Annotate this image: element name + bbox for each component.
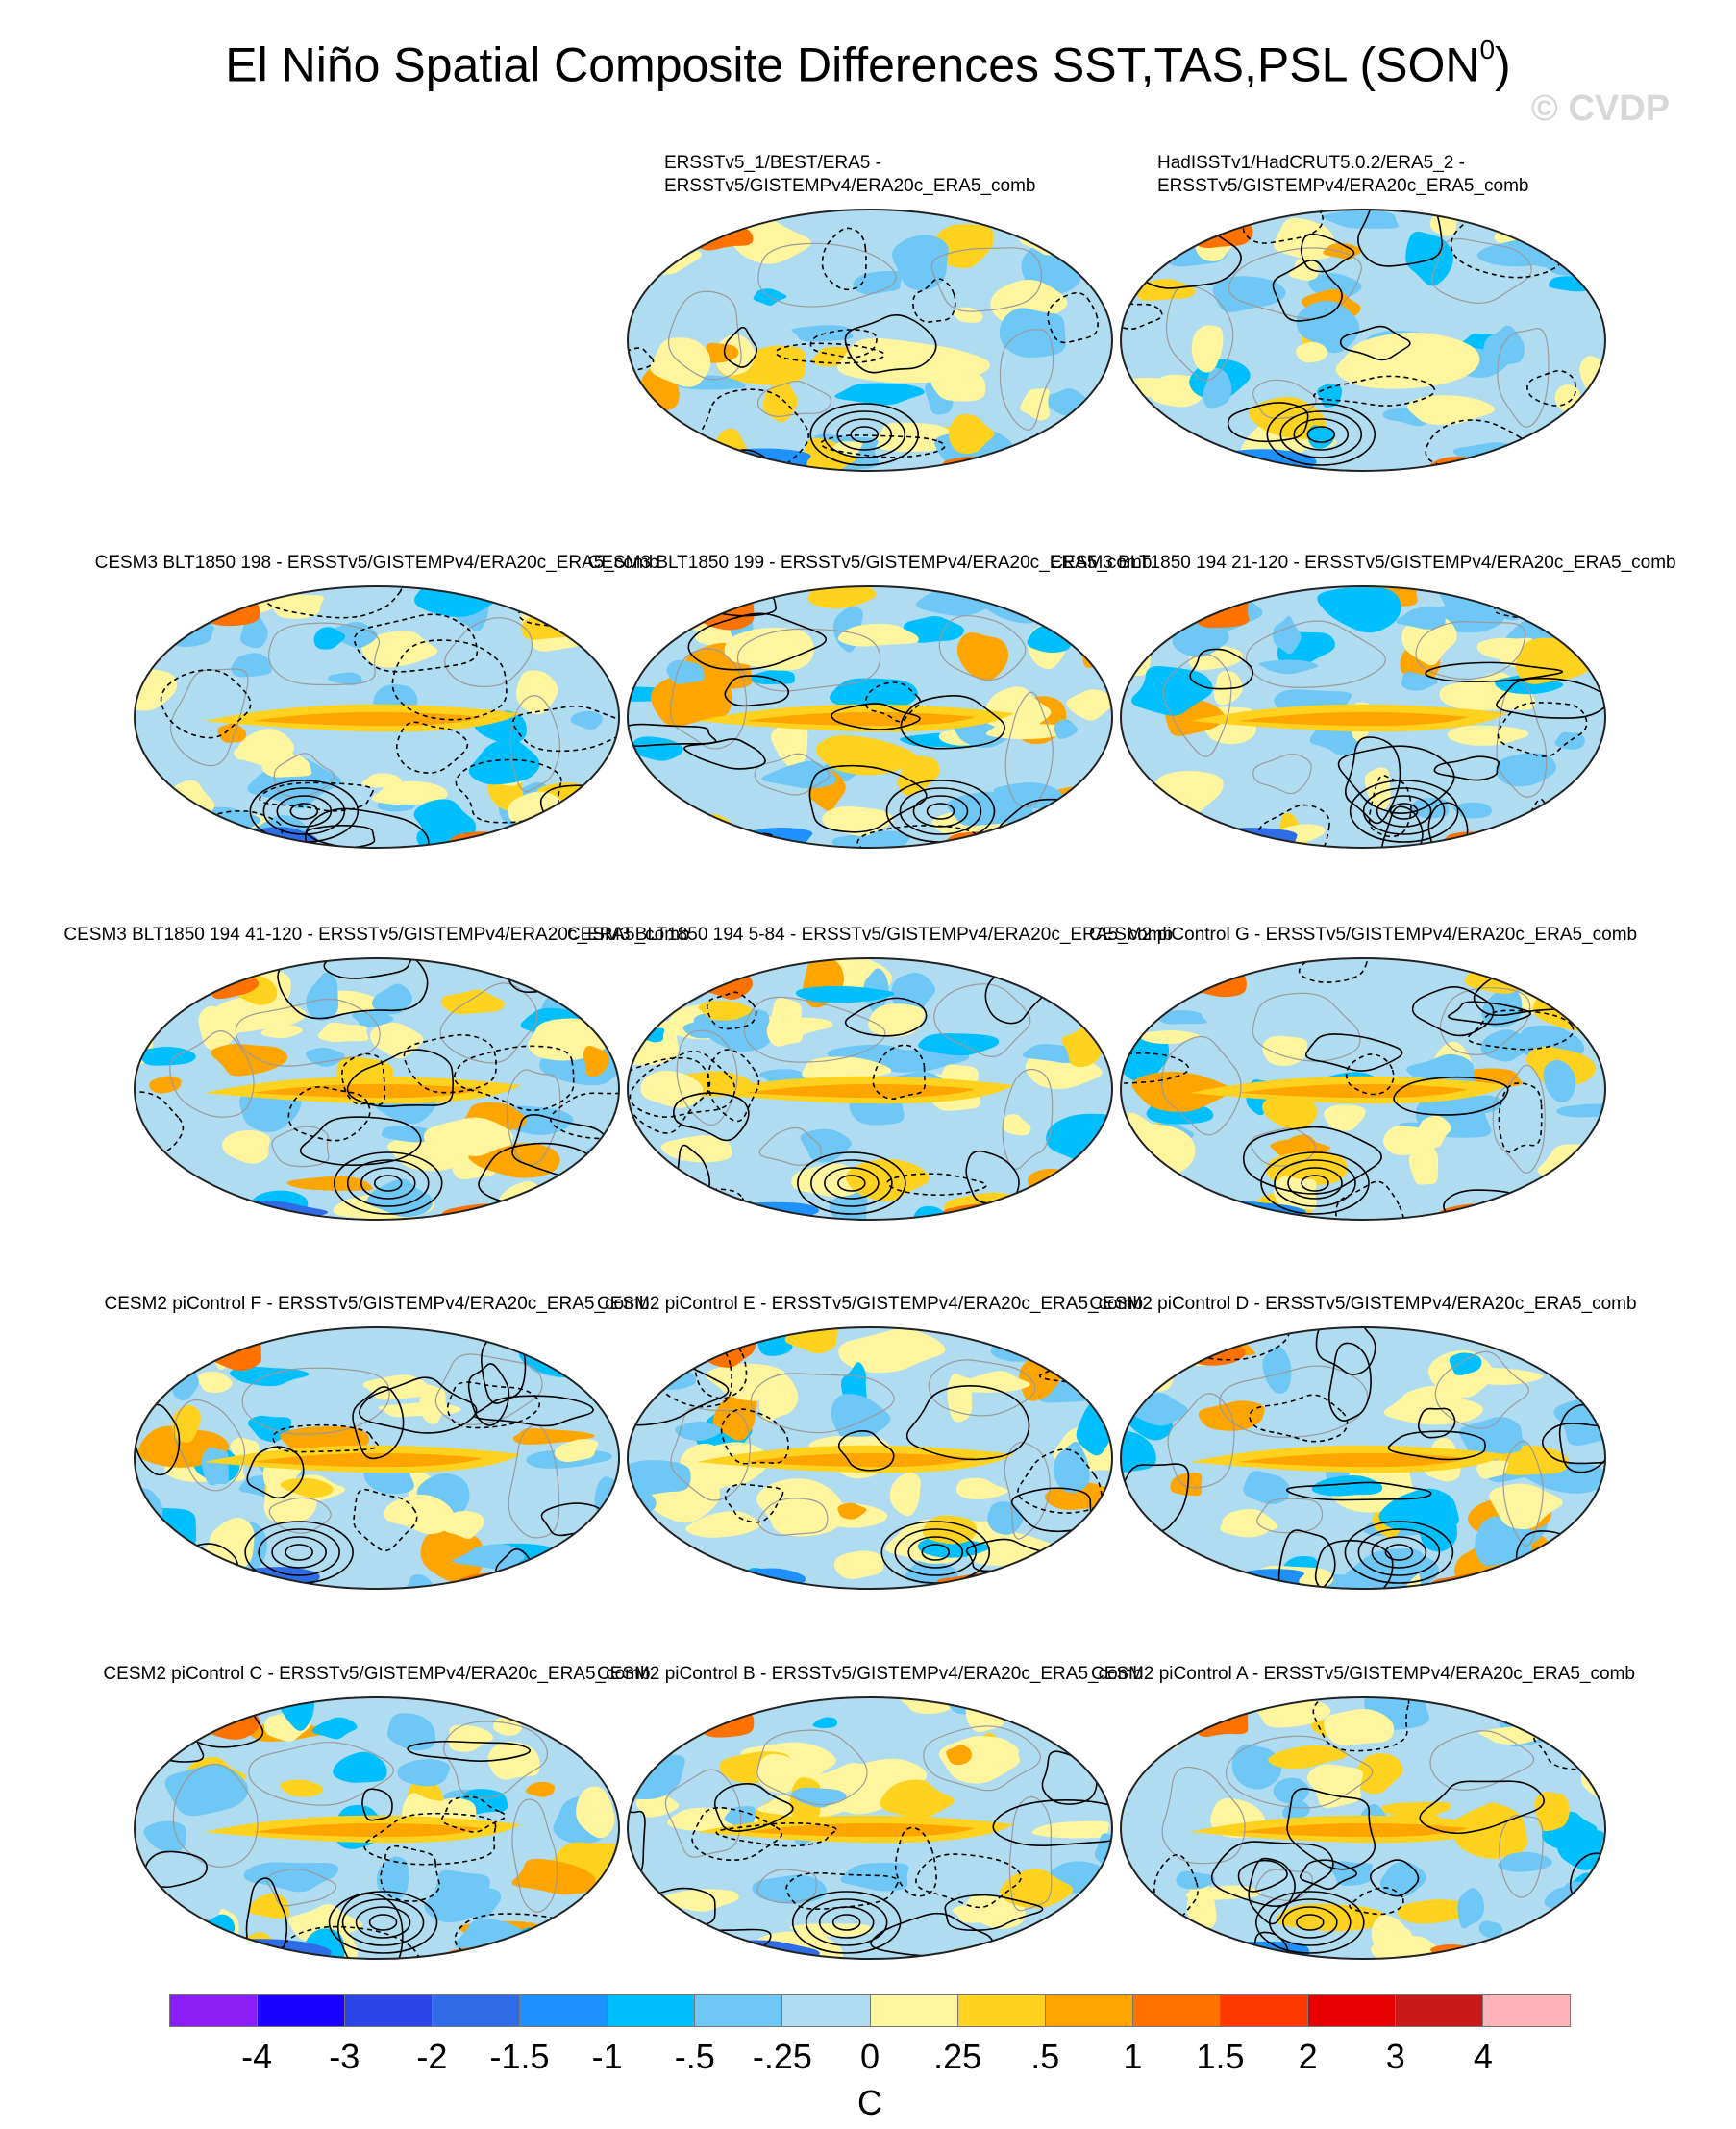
panel-title: CESM3 BLT1850 199 - ERSSTv5/GISTEMPv4/ER… xyxy=(587,553,1153,573)
colorbar-tick-label: .5 xyxy=(1030,2037,1060,2076)
colorbar-box xyxy=(781,1994,870,2027)
colorbar-tick-label: 1.5 xyxy=(1196,2037,1245,2076)
colorbar-box xyxy=(607,1994,695,2027)
colorbar-tick-label: 3 xyxy=(1385,2037,1405,2076)
colorbar-box xyxy=(1306,1994,1395,2027)
robinson-map xyxy=(134,957,620,1221)
colorbar-tick-label: 0 xyxy=(859,2037,880,2076)
panel-title: CESM2 piControl D - ERSSTv5/GISTEMPv4/ER… xyxy=(1089,1294,1637,1314)
robinson-map xyxy=(627,957,1113,1221)
colorbar-box xyxy=(1394,1994,1482,2027)
colorbar-box xyxy=(1481,1994,1571,2027)
robinson-map xyxy=(1120,957,1606,1221)
panel-title-line-2: ERSSTv5/GISTEMPv4/ERA20c_ERA5_comb xyxy=(1157,176,1529,196)
panel-title: HadISSTv1/HadCRUT5.0.2/ERA5_2 - ERSSTv5/G… xyxy=(1157,152,1528,198)
panel-title-line-1: HadISSTv1/HadCRUT5.0.2/ERA5_2 - xyxy=(1157,153,1465,173)
colorbar-box xyxy=(169,1994,258,2027)
robinson-map xyxy=(134,1696,620,1960)
robinson-map xyxy=(1120,585,1606,849)
map-fill xyxy=(1121,210,1605,471)
colorbar-tick-label: -1.5 xyxy=(489,2037,550,2076)
robinson-map xyxy=(627,585,1113,849)
panel-title: CESM2 piControl G - ERSSTv5/GISTEMPv4/ER… xyxy=(1088,925,1638,945)
map-fill xyxy=(628,586,1112,848)
panel-title: CESM2 piControl C - ERSSTv5/GISTEMPv4/ER… xyxy=(103,1664,651,1684)
robinson-map xyxy=(134,585,620,849)
colorbar-tick-label: 1 xyxy=(1123,2037,1143,2076)
map-fill xyxy=(1121,958,1605,1220)
cvdp-watermark: © CVDP xyxy=(1530,88,1671,129)
colorbar-tick-label: .25 xyxy=(933,2037,982,2076)
map-fill xyxy=(628,1327,1112,1589)
colorbar-box xyxy=(956,1994,1045,2027)
colorbar-box xyxy=(1044,1994,1132,2027)
robinson-map xyxy=(1120,209,1606,472)
map-fill xyxy=(1121,586,1605,848)
map-fill xyxy=(628,210,1112,471)
colorbar-tick-label: -1 xyxy=(591,2037,623,2076)
panel-title: CESM2 piControl A - ERSSTv5/GISTEMPv4/ER… xyxy=(1091,1664,1635,1684)
colorbar-tick-label: -3 xyxy=(329,2037,360,2076)
colorbar-box xyxy=(519,1994,608,2027)
robinson-map xyxy=(1120,1326,1606,1590)
colorbar-box xyxy=(344,1994,433,2027)
colorbar-box xyxy=(1131,1994,1220,2027)
panel-title: CESM3 BLT1850 198 - ERSSTv5/GISTEMPv4/ER… xyxy=(94,553,659,573)
robinson-map xyxy=(627,1326,1113,1590)
colorbar-tick-label: -.25 xyxy=(752,2037,812,2076)
colorbar-tick-label: -2 xyxy=(416,2037,448,2076)
panel-title: CESM2 piControl E - ERSSTv5/GISTEMPv4/ER… xyxy=(596,1294,1144,1314)
robinson-map xyxy=(134,1326,620,1590)
colorbar-tick-label: -4 xyxy=(241,2037,273,2076)
panel-title: CESM3 BLT1850 194 21-120 - ERSSTv5/GISTE… xyxy=(1050,553,1676,573)
map-fill xyxy=(135,1697,619,1959)
colorbar xyxy=(169,1994,1571,2027)
map-fill xyxy=(1121,1327,1605,1589)
colorbar-box xyxy=(694,1994,782,2027)
colorbar-box xyxy=(869,1994,957,2027)
map-fill xyxy=(628,958,1112,1220)
figure-title: El Niño Spatial Composite Differences SS… xyxy=(225,35,1511,92)
colorbar-box xyxy=(257,1994,345,2027)
colorbar-tick-label: 4 xyxy=(1473,2037,1493,2076)
colorbar-box xyxy=(1219,1994,1307,2027)
colorbar-tick-label: -.5 xyxy=(674,2037,715,2076)
map-fill xyxy=(135,1327,619,1589)
map-fill xyxy=(628,1697,1112,1959)
colorbar-box xyxy=(432,1994,520,2027)
map-fill xyxy=(135,958,619,1220)
map-fill xyxy=(1121,1697,1605,1959)
panel-title: CESM3 BLT1850 194 5-84 - ERSSTv5/GISTEMP… xyxy=(566,925,1174,945)
panel-title-line-2: ERSSTv5/GISTEMPv4/ERA20c_ERA5_comb xyxy=(664,176,1036,196)
panel-title-line-1: ERSSTv5_1/BEST/ERA5 - xyxy=(664,153,881,173)
map-fill xyxy=(135,586,619,848)
panel-title: CESM2 piControl F - ERSSTv5/GISTEMPv4/ER… xyxy=(104,1294,650,1314)
robinson-map xyxy=(627,1696,1113,1960)
panel-title: CESM3 BLT1850 194 41-120 - ERSSTv5/GISTE… xyxy=(63,925,690,945)
colorbar-tick-label: 2 xyxy=(1298,2037,1318,2076)
panel-title: CESM2 piControl B - ERSSTv5/GISTEMPv4/ER… xyxy=(596,1664,1144,1684)
robinson-map xyxy=(1120,1696,1606,1960)
colorbar-units-label: C xyxy=(857,2083,882,2122)
robinson-map xyxy=(627,209,1113,472)
panel-title: ERSSTv5_1/BEST/ERA5 - ERSSTv5/GISTEMPv4/E… xyxy=(664,152,1035,198)
